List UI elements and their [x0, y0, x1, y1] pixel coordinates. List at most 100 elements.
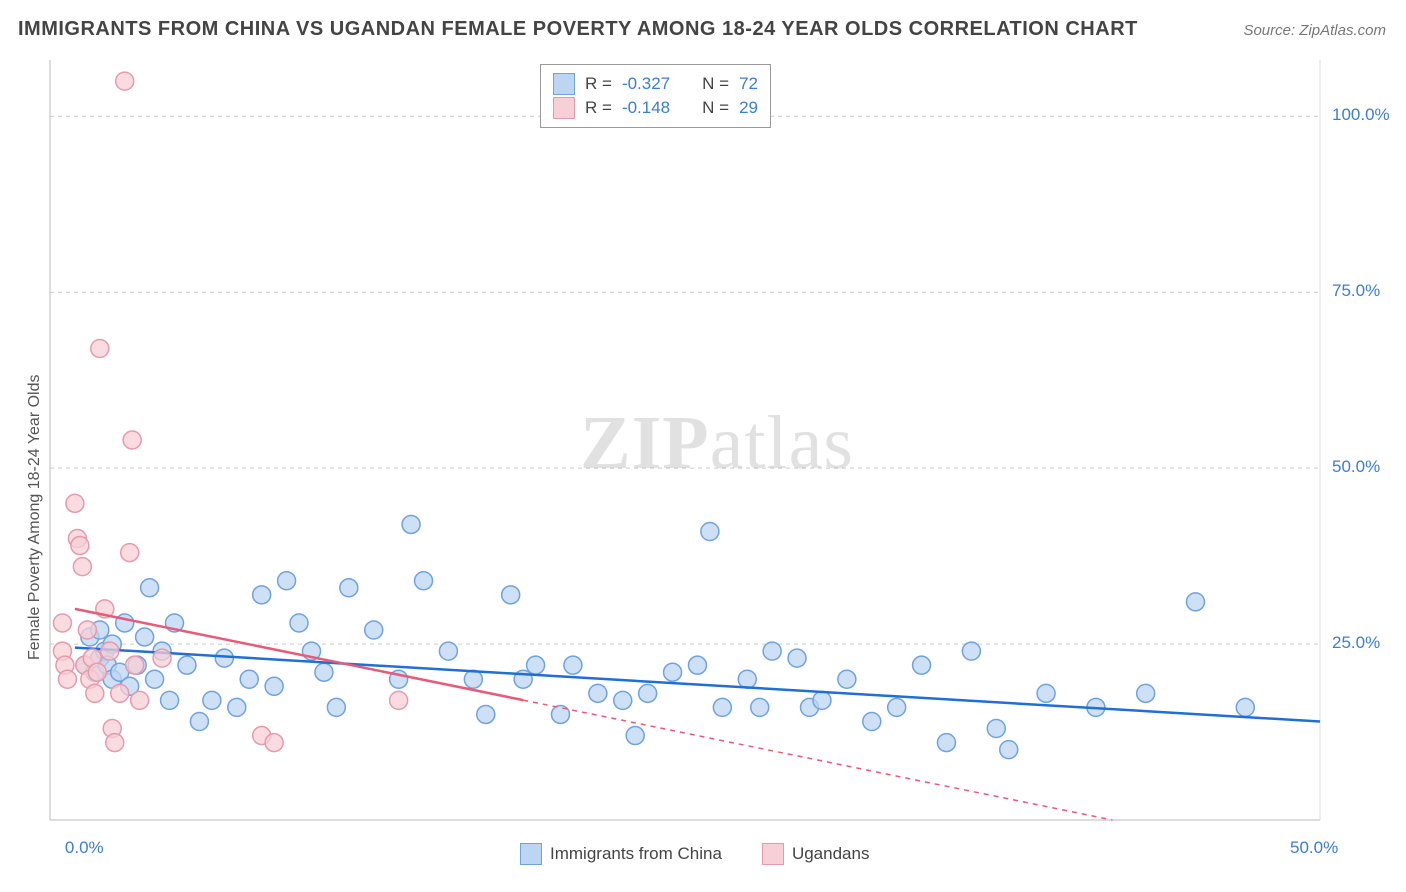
- data-point: [111, 684, 129, 702]
- r-value: -0.327: [622, 74, 670, 94]
- data-point: [1037, 684, 1055, 702]
- data-point: [228, 698, 246, 716]
- legend-correlation: R = -0.327 N = 72 R = -0.148 N = 29: [540, 64, 771, 128]
- chart-svg: [0, 0, 1406, 892]
- n-label: N =: [702, 98, 729, 118]
- r-label: R =: [585, 98, 612, 118]
- data-point: [502, 586, 520, 604]
- data-point: [265, 734, 283, 752]
- data-point: [751, 698, 769, 716]
- data-point: [73, 558, 91, 576]
- data-point: [66, 494, 84, 512]
- data-point: [153, 649, 171, 667]
- data-point: [178, 656, 196, 674]
- data-point: [589, 684, 607, 702]
- data-point: [813, 691, 831, 709]
- legend-label: Immigrants from China: [550, 844, 722, 864]
- data-point: [161, 691, 179, 709]
- data-point: [402, 515, 420, 533]
- data-point: [477, 705, 495, 723]
- data-point: [131, 691, 149, 709]
- legend-swatch: [762, 843, 784, 865]
- data-point: [327, 698, 345, 716]
- data-point: [365, 621, 383, 639]
- y-tick-label: 100.0%: [1332, 105, 1390, 125]
- data-point: [1000, 741, 1018, 759]
- data-point: [91, 340, 109, 358]
- data-point: [788, 649, 806, 667]
- data-point: [987, 720, 1005, 738]
- data-point: [888, 698, 906, 716]
- data-point: [439, 642, 457, 660]
- data-point: [527, 656, 545, 674]
- data-point: [278, 572, 296, 590]
- legend-row: R = -0.327 N = 72: [553, 73, 758, 95]
- legend-row: R = -0.148 N = 29: [553, 97, 758, 119]
- chart-container: IMMIGRANTS FROM CHINA VS UGANDAN FEMALE …: [0, 0, 1406, 892]
- n-label: N =: [702, 74, 729, 94]
- data-point: [116, 72, 134, 90]
- n-value: 72: [739, 74, 758, 94]
- x-tick-label: 50.0%: [1290, 838, 1338, 858]
- data-point: [290, 614, 308, 632]
- data-point: [121, 544, 139, 562]
- data-point: [551, 705, 569, 723]
- data-point: [141, 579, 159, 597]
- y-tick-label: 75.0%: [1332, 281, 1380, 301]
- data-point: [838, 670, 856, 688]
- data-point: [106, 734, 124, 752]
- n-value: 29: [739, 98, 758, 118]
- y-tick-label: 25.0%: [1332, 633, 1380, 653]
- trend-line-dashed: [523, 700, 1112, 820]
- data-point: [390, 691, 408, 709]
- r-value: -0.148: [622, 98, 670, 118]
- data-point: [86, 684, 104, 702]
- data-point: [78, 621, 96, 639]
- data-point: [215, 649, 233, 667]
- data-point: [937, 734, 955, 752]
- data-point: [639, 684, 657, 702]
- data-point: [136, 628, 154, 646]
- data-point: [1137, 684, 1155, 702]
- data-point: [123, 431, 141, 449]
- data-point: [863, 712, 881, 730]
- data-point: [315, 663, 333, 681]
- legend-swatch: [553, 73, 575, 95]
- data-point: [53, 614, 71, 632]
- legend-item: Ugandans: [762, 843, 870, 865]
- data-point: [464, 670, 482, 688]
- data-point: [626, 727, 644, 745]
- data-point: [564, 656, 582, 674]
- data-point: [253, 586, 271, 604]
- r-label: R =: [585, 74, 612, 94]
- data-point: [1186, 593, 1204, 611]
- data-point: [913, 656, 931, 674]
- data-point: [614, 691, 632, 709]
- data-point: [203, 691, 221, 709]
- data-point: [146, 670, 164, 688]
- data-point: [701, 522, 719, 540]
- data-point: [340, 579, 358, 597]
- data-point: [688, 656, 706, 674]
- data-point: [265, 677, 283, 695]
- data-point: [738, 670, 756, 688]
- data-point: [1236, 698, 1254, 716]
- data-point: [190, 712, 208, 730]
- data-point: [415, 572, 433, 590]
- data-point: [58, 670, 76, 688]
- data-point: [101, 642, 119, 660]
- y-tick-label: 50.0%: [1332, 457, 1380, 477]
- data-point: [240, 670, 258, 688]
- legend-label: Ugandans: [792, 844, 870, 864]
- x-tick-label: 0.0%: [65, 838, 104, 858]
- legend-item: Immigrants from China: [520, 843, 722, 865]
- legend-swatch: [520, 843, 542, 865]
- data-point: [71, 537, 89, 555]
- legend-swatch: [553, 97, 575, 119]
- legend-series: Immigrants from China Ugandans: [520, 843, 869, 865]
- data-point: [88, 663, 106, 681]
- data-point: [664, 663, 682, 681]
- data-point: [763, 642, 781, 660]
- data-point: [713, 698, 731, 716]
- data-point: [962, 642, 980, 660]
